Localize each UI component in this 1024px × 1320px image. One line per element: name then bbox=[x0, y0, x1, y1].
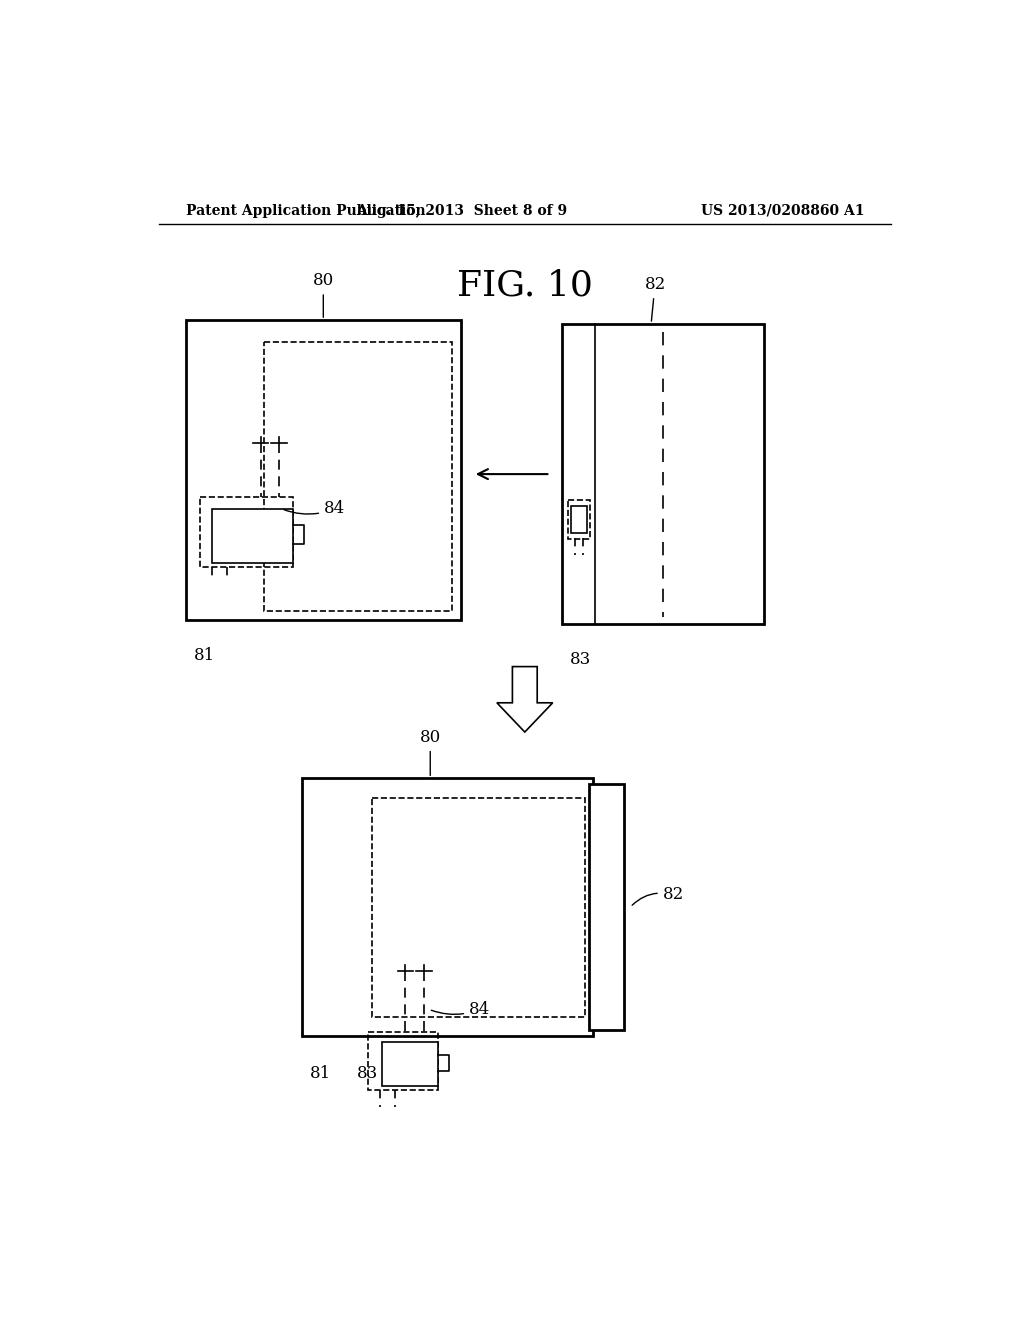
Text: 81: 81 bbox=[310, 1065, 332, 1082]
Bar bbox=[263, 342, 452, 611]
Text: 82: 82 bbox=[644, 276, 666, 321]
Bar bbox=[186, 321, 461, 620]
Text: Aug. 15, 2013  Sheet 8 of 9: Aug. 15, 2013 Sheet 8 of 9 bbox=[355, 203, 567, 218]
Text: US 2013/0208860 A1: US 2013/0208860 A1 bbox=[700, 203, 864, 218]
Text: 80: 80 bbox=[312, 272, 334, 317]
Text: 84: 84 bbox=[431, 1001, 490, 1018]
Bar bbox=[571, 506, 587, 533]
Text: 83: 83 bbox=[356, 1065, 378, 1082]
Bar bbox=[589, 784, 624, 1030]
Bar bbox=[382, 1041, 438, 1086]
Bar bbox=[568, 500, 590, 539]
Text: Patent Application Publication: Patent Application Publication bbox=[186, 203, 426, 218]
Text: FIG. 10: FIG. 10 bbox=[457, 268, 593, 302]
Text: 82: 82 bbox=[632, 887, 684, 906]
Bar bbox=[302, 779, 593, 1036]
Bar bbox=[369, 1032, 438, 1090]
Bar bbox=[562, 323, 764, 624]
Text: 84: 84 bbox=[284, 500, 345, 517]
Polygon shape bbox=[497, 667, 553, 733]
Bar bbox=[200, 498, 293, 566]
Bar bbox=[212, 508, 293, 562]
Text: 83: 83 bbox=[569, 651, 591, 668]
Text: 81: 81 bbox=[194, 647, 215, 664]
Text: 80: 80 bbox=[420, 729, 441, 775]
Bar bbox=[372, 797, 586, 1016]
